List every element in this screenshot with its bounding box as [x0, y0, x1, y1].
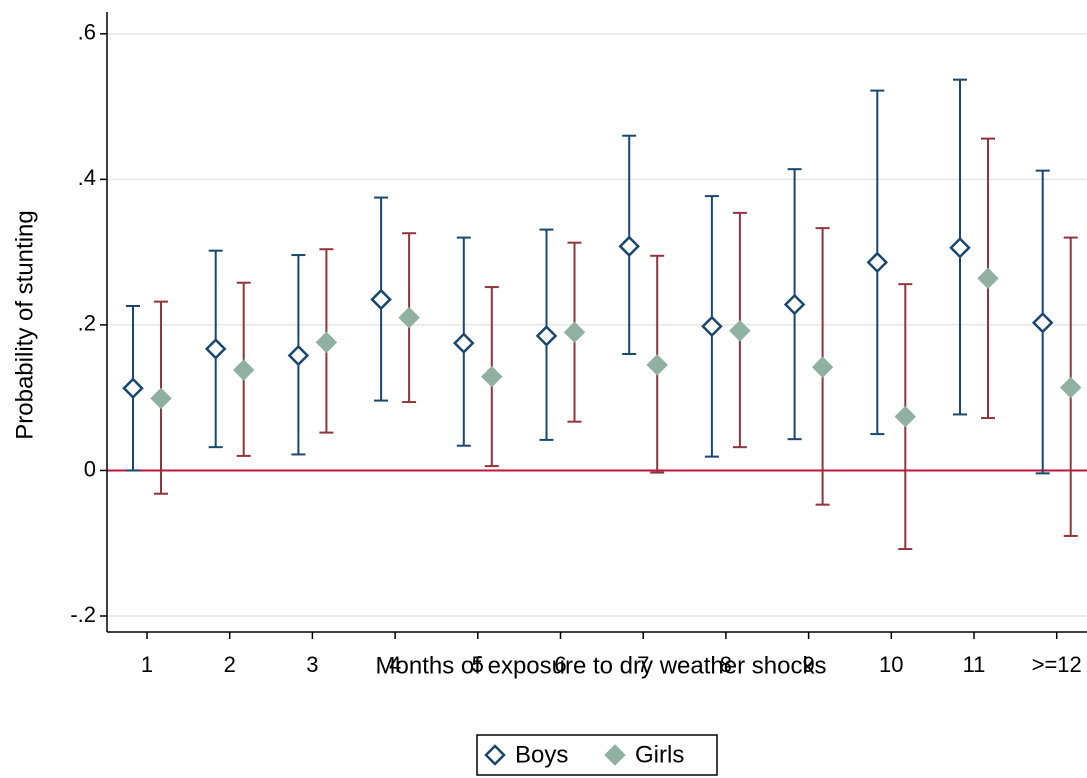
x-tick-label: 9 — [802, 652, 814, 677]
x-tick-label: 8 — [720, 652, 732, 677]
x-tick-label: 4 — [389, 652, 401, 677]
point — [646, 354, 668, 376]
y-tick-label: .6 — [78, 20, 96, 45]
point — [729, 320, 751, 342]
x-tick-label: 3 — [306, 652, 318, 677]
x-axis-title: Months of exposure to dry weather shocks — [376, 652, 827, 679]
point — [1059, 376, 1082, 399]
point — [535, 325, 558, 347]
y-tick-label: .4 — [78, 165, 96, 190]
point — [618, 235, 640, 258]
point — [315, 331, 338, 354]
point — [204, 338, 227, 360]
point — [453, 332, 475, 354]
x-tick-label: 6 — [554, 652, 566, 677]
point — [484, 744, 506, 766]
y-tick-label: 0 — [84, 456, 96, 481]
point — [122, 377, 144, 399]
point — [949, 237, 971, 259]
point — [894, 405, 917, 428]
x-tick-label: 1 — [141, 652, 153, 677]
point — [150, 387, 172, 410]
point — [481, 365, 503, 388]
point — [811, 356, 834, 378]
y-tick-label: .2 — [78, 311, 96, 336]
point — [1031, 311, 1054, 334]
x-tick-label: >=12 — [1032, 652, 1082, 677]
point — [563, 321, 586, 343]
x-tick-label: 10 — [879, 652, 903, 677]
point — [287, 344, 310, 367]
x-tick-label: 5 — [472, 652, 484, 677]
x-tick-label: 11 — [963, 652, 986, 677]
point — [783, 293, 806, 316]
point — [232, 359, 255, 381]
legend: Boys Girls — [476, 734, 718, 776]
point — [398, 306, 420, 329]
legend-label: Girls — [635, 741, 684, 768]
point — [604, 744, 626, 766]
point — [977, 267, 999, 290]
point — [701, 315, 723, 338]
legend-box — [476, 734, 718, 776]
y-tick-label: -.2 — [70, 602, 96, 627]
x-tick-label: 7 — [637, 652, 649, 677]
x-tick-label: 2 — [224, 652, 236, 677]
point — [370, 288, 392, 311]
legend-label: Boys — [515, 741, 568, 768]
point — [866, 251, 889, 274]
y-axis-title: Probability of stunting — [11, 210, 38, 439]
